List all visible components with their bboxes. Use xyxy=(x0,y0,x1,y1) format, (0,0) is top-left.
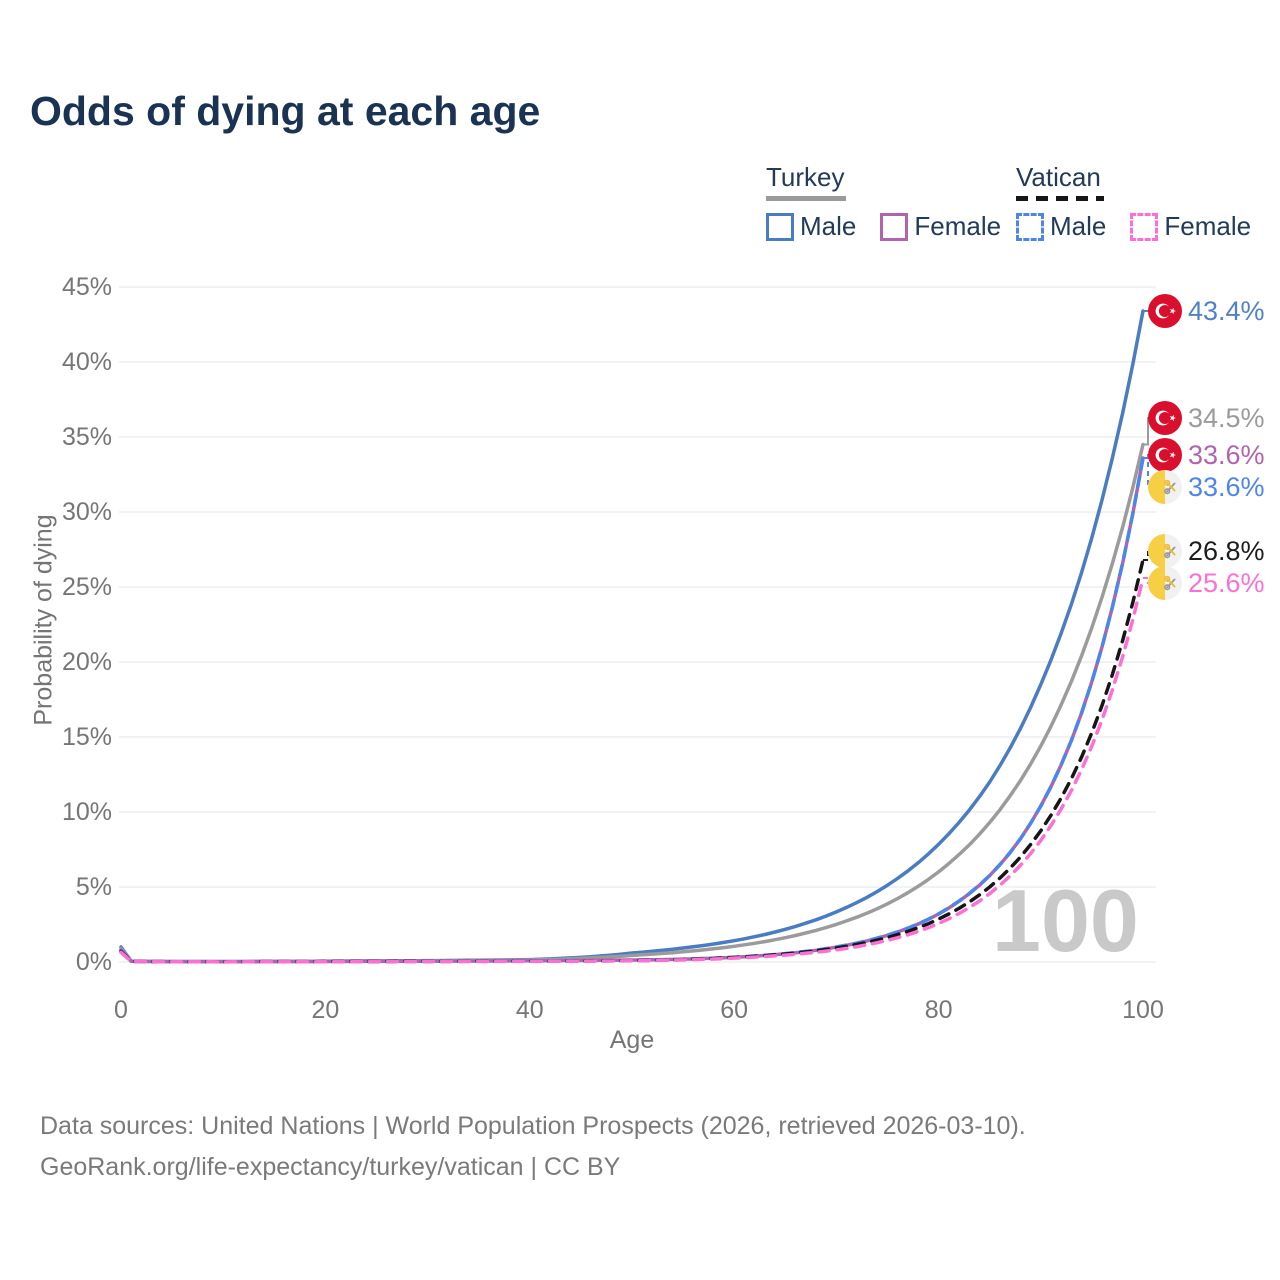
end-value-label-vatican-both: 26.8% xyxy=(1148,534,1265,568)
legend-item-turkey-female[interactable]: Female xyxy=(880,211,1001,242)
vatican-dashed-line-swatch xyxy=(1016,196,1104,201)
turkey-flag-icon xyxy=(1148,401,1182,435)
legend-item-turkey-male[interactable]: Male xyxy=(766,211,856,242)
turkey-flag-icon xyxy=(1148,294,1182,328)
turkey-solid-line-swatch xyxy=(766,196,846,201)
label-leader-line-vatican-both xyxy=(1143,550,1152,561)
x-axis-tick-label: 80 xyxy=(925,996,953,1024)
legend-group-turkey: Turkey Male Female xyxy=(766,162,1001,242)
vatican-flag-icon xyxy=(1148,566,1182,600)
end-value-label-turkey-both: 34.5% xyxy=(1148,401,1265,435)
legend-group-vatican: Vatican Male Female xyxy=(1016,162,1251,242)
y-axis-tick-label: 35% xyxy=(62,423,112,451)
end-value-text: 34.5% xyxy=(1188,402,1265,433)
end-value-text: 33.6% xyxy=(1188,439,1265,470)
legend-label-turkey-male: Male xyxy=(800,211,857,241)
legend-label-turkey-female: Female xyxy=(914,211,1002,241)
y-axis-tick-label: 30% xyxy=(62,498,112,526)
vatican-male-swatch xyxy=(1016,212,1044,241)
y-axis-tick-label: 45% xyxy=(62,273,112,301)
x-axis-tick-label: 40 xyxy=(516,996,544,1024)
y-axis-tick-label: 25% xyxy=(62,573,112,601)
end-value-label-vatican-male: 33.6% xyxy=(1148,470,1265,504)
y-axis-tick-label: 40% xyxy=(62,348,112,376)
end-value-label-vatican-female: 25.6% xyxy=(1148,566,1265,600)
page-title: Odds of dying at each age xyxy=(30,88,541,134)
x-axis-tick-label: 0 xyxy=(114,996,128,1024)
legend-item-vatican-female[interactable]: Female xyxy=(1130,211,1251,242)
legend-label-vatican-male: Male xyxy=(1050,211,1107,241)
vatican-female-swatch xyxy=(1130,212,1159,241)
series-line-vatican-female xyxy=(119,576,1145,964)
series-line-turkey-both xyxy=(119,442,1145,964)
attribution-line: GeoRank.org/life-expectancy/turkey/vatic… xyxy=(40,1153,621,1181)
turkey-female-swatch xyxy=(880,212,909,241)
turkey-flag-icon xyxy=(1148,438,1182,472)
x-axis-tick-label: 100 xyxy=(1122,996,1164,1024)
x-axis-tick-label: 60 xyxy=(720,996,748,1024)
y-axis-tick-label: 20% xyxy=(62,648,112,676)
legend-country-turkey: Turkey xyxy=(766,162,845,192)
turkey-male-swatch xyxy=(766,212,794,241)
end-value-label-turkey-male: 43.4% xyxy=(1148,294,1265,328)
series-line-vatican-both xyxy=(119,558,1145,964)
x-axis-tick-label: 20 xyxy=(311,996,339,1024)
legend-country-vatican: Vatican xyxy=(1016,162,1101,192)
footer: Data sources: United Nations | World Pop… xyxy=(40,1106,1026,1188)
x-axis-title: Age xyxy=(609,1026,655,1054)
y-axis-tick-label: 5% xyxy=(76,873,112,901)
end-value-label-turkey-female: 33.6% xyxy=(1148,438,1265,472)
series-line-turkey-male xyxy=(119,309,1145,964)
y-axis-tick-label: 0% xyxy=(76,948,112,976)
y-axis-tick-label: 10% xyxy=(62,798,112,826)
y-axis-tick-label: 15% xyxy=(62,723,112,751)
vatican-flag-icon xyxy=(1148,534,1182,568)
data-source-line: Data sources: United Nations | World Pop… xyxy=(40,1112,1026,1140)
legend-item-vatican-male[interactable]: Male xyxy=(1016,211,1106,242)
end-value-text: 33.6% xyxy=(1188,471,1265,502)
vatican-flag-icon xyxy=(1148,470,1182,504)
end-value-text: 26.8% xyxy=(1188,535,1265,566)
legend-label-vatican-female: Female xyxy=(1164,211,1252,241)
end-value-text: 43.4% xyxy=(1188,295,1265,326)
end-value-text: 25.6% xyxy=(1188,567,1265,598)
